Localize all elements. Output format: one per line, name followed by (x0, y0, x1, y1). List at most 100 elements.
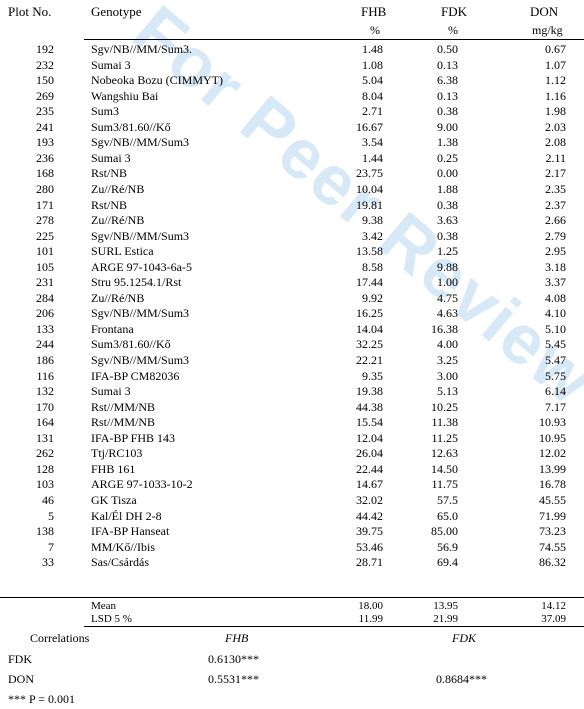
plot-number: 171 (36, 198, 54, 212)
genotype-name: Sumai 3 (91, 151, 131, 165)
fhb-value: 14.67 (356, 477, 383, 491)
plot-number: 193 (36, 135, 54, 149)
summary-label: LSD 5 % (91, 613, 132, 625)
fhb-header: FHB (361, 4, 387, 19)
don-value: 1.07 (545, 58, 566, 72)
genotype-name: Ttj/RC103 (91, 446, 143, 460)
genotype-name: Sgv/NB//MM/Sum3 (91, 306, 190, 320)
fhb-value: 2.71 (362, 104, 383, 118)
don-value: 3.18 (545, 260, 566, 274)
don-value: 2.08 (545, 135, 566, 149)
plot-number: 284 (36, 291, 54, 305)
fhb-value: 53.46 (356, 540, 383, 554)
fdk-value: 16.38 (431, 322, 458, 336)
genotype-name: Sgv/NB//MM/Sum3 (91, 135, 190, 149)
plot-number: 168 (36, 166, 54, 180)
fhb-value: 9.38 (362, 213, 383, 227)
fhb-value: 19.38 (356, 384, 383, 398)
fdk-value: 0.50 (437, 42, 458, 56)
fdk-value: 65.0 (437, 509, 458, 523)
don-value: 0.67 (545, 42, 566, 56)
plot-number: 232 (36, 58, 54, 72)
fdk-value: 9.00 (437, 120, 458, 134)
fhb-value: 17.44 (356, 275, 383, 289)
don-value: 45.55 (539, 493, 566, 507)
fhb-value: 22.21 (356, 353, 383, 367)
fdk-value: 0.38 (437, 229, 458, 243)
fdk-value: 11.25 (431, 431, 458, 445)
plot-number: 262 (36, 446, 54, 460)
fdk-value: 0.38 (437, 198, 458, 212)
plot-number: 235 (36, 104, 54, 118)
fhb-value: 23.75 (356, 166, 383, 180)
fhb-value: 3.42 (362, 229, 383, 243)
plot-number: 150 (36, 73, 54, 87)
fhb-value: 13.58 (356, 244, 383, 258)
plot-number: 138 (36, 524, 54, 538)
don-unit: mg/kg (532, 23, 563, 37)
plot-number: 170 (36, 400, 54, 414)
fdk-value: 14.50 (431, 462, 458, 476)
plot-number: 103 (36, 477, 54, 491)
don-value: 2.03 (545, 120, 566, 134)
genotype-header: Genotype (91, 4, 142, 19)
fdk-value: 3.00 (437, 369, 458, 383)
plot-number: 269 (36, 89, 54, 103)
don-value: 12.02 (539, 446, 566, 460)
genotype-name: Sgv/NB//MM/Sum3 (91, 353, 190, 367)
plot-number: 278 (36, 213, 54, 227)
fdk-value: 1.00 (437, 275, 458, 289)
fhb-value: 44.42 (356, 509, 383, 523)
plot-number: 225 (36, 229, 54, 243)
don-value: 7.17 (545, 400, 566, 414)
don-value: 71.99 (539, 509, 566, 523)
genotype-name: IFA-BP CM82036 (91, 369, 180, 383)
genotype-name: Stru 95.1254.1/Rst (91, 275, 182, 289)
genotype-name: Kal/Él DH 2-8 (91, 509, 162, 523)
fdk-value: 6.38 (437, 73, 458, 87)
don-value: 86.32 (539, 555, 566, 569)
don-value: 5.45 (545, 337, 566, 351)
don-value: 5.10 (545, 322, 566, 336)
fhb-value: 32.02 (356, 493, 383, 507)
genotype-name: Wangshiu Bai (91, 89, 159, 103)
summary-don: 37.09 (541, 613, 566, 625)
fdk-value: 69.4 (437, 555, 458, 569)
genotype-name: Sas/Csárdás (91, 555, 149, 569)
fhb-value: 16.67 (356, 120, 383, 134)
don-value: 5.75 (545, 369, 566, 383)
fhb-value: 1.44 (362, 151, 383, 165)
don-value: 2.37 (545, 198, 566, 212)
fdk-value: 9.88 (437, 260, 458, 274)
fhb-value: 5.04 (362, 73, 383, 87)
correlations-col-fhb: FHB (225, 631, 249, 645)
fdk-value: 10.25 (431, 400, 458, 414)
fdk-value: 1.38 (437, 135, 458, 149)
fhb-value: 16.25 (356, 306, 383, 320)
fdk-value: 5.13 (437, 384, 458, 398)
don-value: 2.11 (545, 151, 566, 165)
header-rule (84, 39, 584, 40)
genotype-name: Sum3/81.60//Kő (91, 120, 171, 134)
don-value: 3.37 (545, 275, 566, 289)
genotype-name: Sum3/81.60//Kő (91, 337, 171, 351)
footnote: *** P = 0.001 (8, 692, 75, 706)
fdk-value: 1.88 (437, 182, 458, 196)
don-value: 2.35 (545, 182, 566, 196)
correlations-title: Correlations (30, 631, 90, 645)
plot-number: 131 (36, 431, 54, 445)
fdk-value: 0.00 (437, 166, 458, 180)
genotype-name: Rst//MM/NB (91, 415, 156, 429)
genotype-name: Zu//Ré/NB (91, 182, 145, 196)
fhb-value: 32.25 (356, 337, 383, 351)
fdk-value: 4.63 (437, 306, 458, 320)
genotype-name: FHB 161 (91, 462, 136, 476)
plot-number: 105 (36, 260, 54, 274)
don-value: 1.12 (545, 73, 566, 87)
fdk-value: 11.38 (431, 415, 458, 429)
fhb-value: 28.71 (356, 555, 383, 569)
don-value: 2.79 (545, 229, 566, 243)
summary-don: 14.12 (541, 600, 566, 612)
plot-number: 33 (42, 555, 54, 569)
genotype-name: IFA-BP FHB 143 (91, 431, 176, 445)
